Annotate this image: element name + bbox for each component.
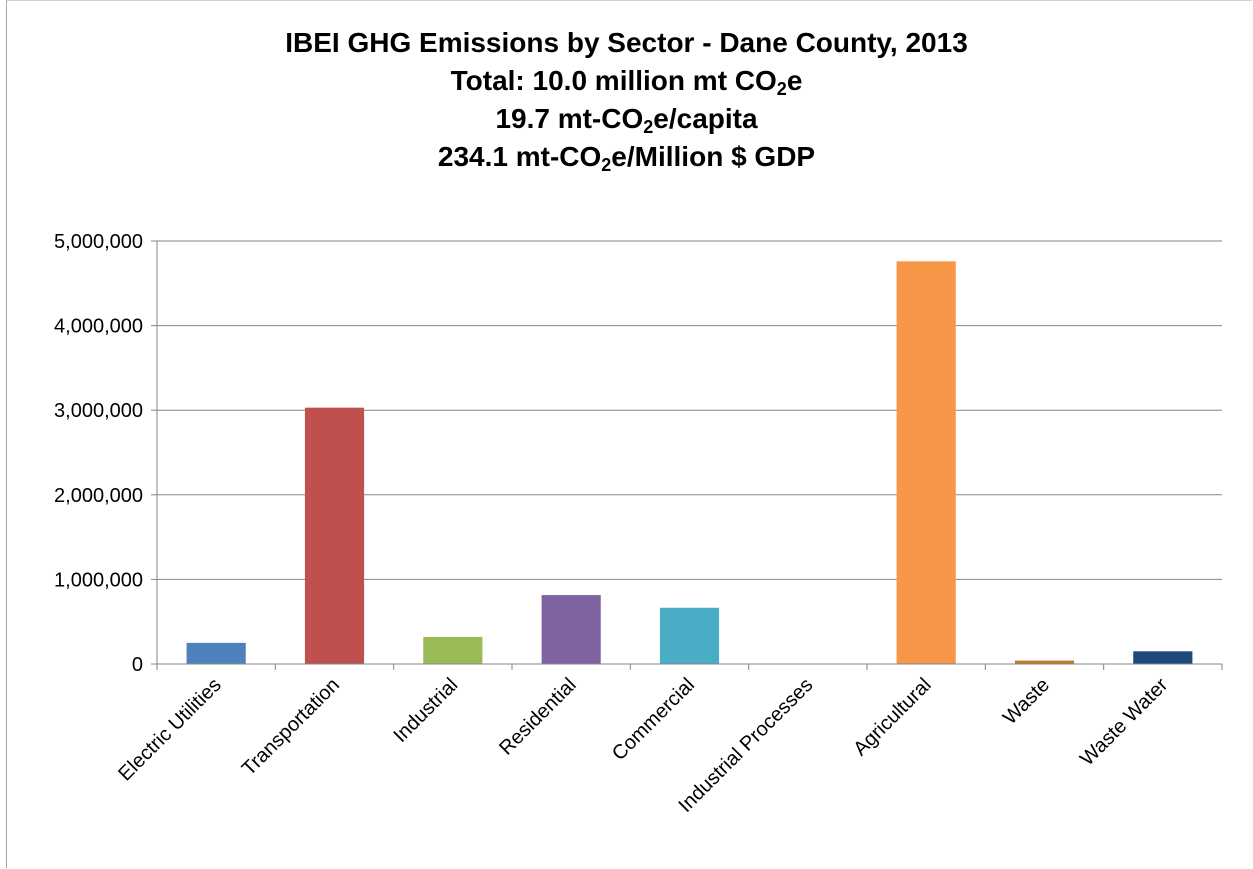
bar-agricultural bbox=[896, 261, 956, 664]
bar-waste-water bbox=[1133, 651, 1193, 664]
chart-title: IBEI GHG Emissions by Sector - Dane Coun… bbox=[0, 24, 1253, 176]
bar-residential bbox=[541, 595, 601, 664]
y-tick-label: 1,000,000 bbox=[54, 569, 143, 591]
title-line-2-subscript: 2 bbox=[776, 79, 787, 99]
bars bbox=[186, 261, 1193, 664]
x-tick-label: Waste bbox=[999, 674, 1054, 729]
x-tick-label: Industrial bbox=[389, 674, 462, 747]
bar-transportation bbox=[304, 407, 365, 664]
x-tick-label: Commercial bbox=[608, 674, 699, 765]
title-line-2-text: Total: 10.0 million mt CO bbox=[450, 65, 777, 96]
title-line-4-suffix: e/Million $ GDP bbox=[611, 141, 816, 172]
title-line-1: IBEI GHG Emissions by Sector - Dane Coun… bbox=[285, 27, 968, 58]
x-tick-label: Waste Water bbox=[1076, 674, 1172, 770]
title-line-4-text: 234.1 mt-CO bbox=[437, 141, 602, 172]
y-tick-label: 4,000,000 bbox=[54, 316, 143, 338]
x-tick-label: Industrial Processes bbox=[674, 674, 817, 817]
bar-waste bbox=[1014, 660, 1075, 664]
x-tick-label: Residential bbox=[495, 674, 581, 760]
axes bbox=[151, 240, 1223, 670]
title-line-4-subscript: 2 bbox=[601, 155, 612, 175]
title-line-2: Total: 10.0 million mt CO2e bbox=[0, 62, 1253, 100]
x-tick-label: Transportation bbox=[238, 674, 344, 780]
chart-frame bbox=[6, 0, 1252, 868]
x-tick-label: Agricultural bbox=[849, 674, 935, 760]
y-tick-label: 5,000,000 bbox=[54, 231, 143, 253]
y-tick-labels: 0 1,000,000 2,000,000 3,000,000 4,000,000 5,0… bbox=[54, 231, 143, 676]
title-line-3-subscript: 2 bbox=[643, 117, 654, 137]
title-line-3-suffix: e/capita bbox=[653, 103, 758, 134]
bar-commercial bbox=[659, 607, 720, 664]
x-tick-labels: Electric Utilities Transportation Industri… bbox=[114, 674, 1172, 817]
y-tick-label: 0 bbox=[132, 654, 143, 676]
y-tick-label: 3,000,000 bbox=[54, 400, 143, 422]
title-line-3-text: 19.7 mt-CO bbox=[495, 103, 644, 134]
bar-electric-utilities bbox=[186, 642, 246, 664]
title-line-4: 234.1 mt-CO2e/Million $ GDP bbox=[0, 138, 1253, 176]
x-tick-label: Electric Utilities bbox=[114, 674, 225, 785]
title-line-3: 19.7 mt-CO2e/capita bbox=[0, 100, 1253, 138]
bar-industrial bbox=[423, 636, 483, 664]
title-line-2-suffix: e bbox=[786, 65, 803, 96]
y-tick-label: 2,000,000 bbox=[54, 485, 143, 507]
